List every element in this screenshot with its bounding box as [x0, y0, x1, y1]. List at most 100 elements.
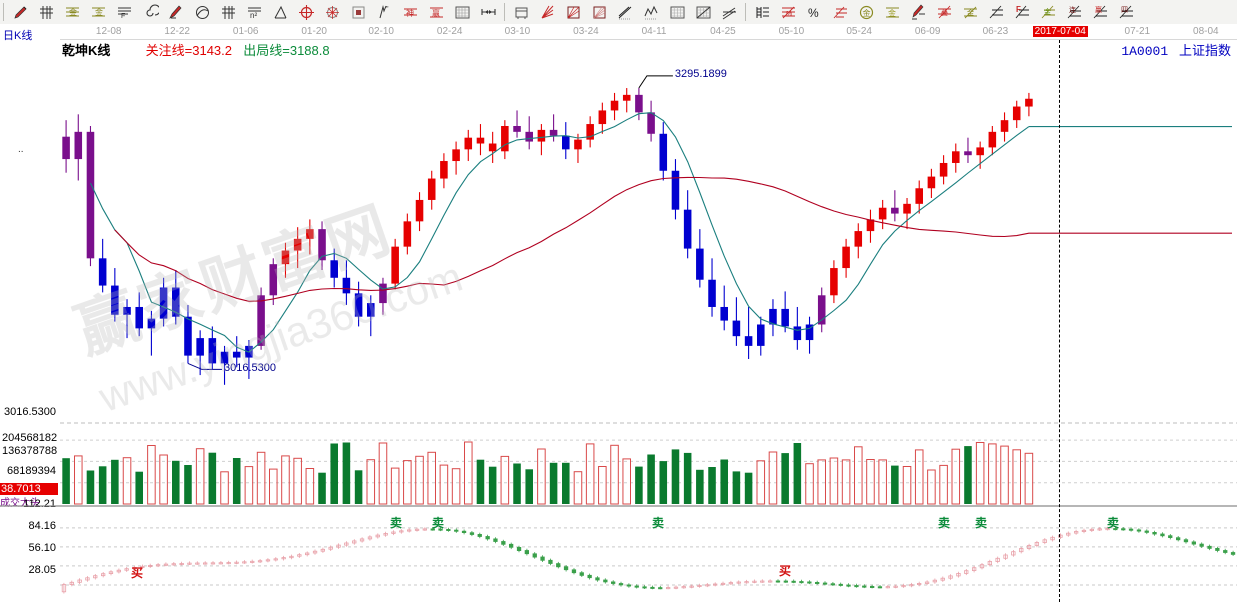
buy-signal-label: 买 [779, 564, 792, 578]
svg-text:四: 四 [1121, 6, 1128, 14]
svg-text:F: F [121, 13, 125, 20]
gold-line-icon[interactable]: 金 [879, 1, 905, 23]
svg-text:叠: 叠 [941, 9, 948, 17]
date-tick: 12-08 [95, 26, 122, 37]
percent-line-red-icon[interactable]: % [775, 1, 801, 23]
date-tick: 07-21 [1124, 26, 1151, 37]
ladder-indicator-icon[interactable] [749, 1, 775, 23]
shen-tool-icon[interactable]: 神 [397, 1, 423, 23]
cursor-crosshair[interactable] [1058, 40, 1060, 602]
fibonacci-tool-icon[interactable]: F [111, 1, 137, 23]
toolbar-divider [504, 3, 505, 21]
pen-tool-icon[interactable] [7, 1, 33, 23]
trend-lines-icon[interactable] [612, 1, 638, 23]
grid-table-2-icon[interactable] [690, 1, 716, 23]
fan-lines-red-icon[interactable] [534, 1, 560, 23]
zigzag-line-icon[interactable] [638, 1, 664, 23]
exit-line-label: 出局线=3188.8 [243, 43, 330, 58]
svg-text:金: 金 [967, 8, 974, 17]
frame-view-icon[interactable] [508, 1, 534, 23]
overlay-red-icon[interactable]: 叠 [931, 1, 957, 23]
indicator-name: 乾坤K线 [62, 43, 111, 58]
date-tick: 02-24 [436, 26, 463, 37]
low-price-axis-value: 3016.5300 [4, 406, 56, 418]
marker-tool-icon[interactable] [163, 1, 189, 23]
crosshair-tool-icon[interactable] [293, 1, 319, 23]
gold-slope-icon[interactable]: 金 [1035, 1, 1061, 23]
date-tick: 05-10 [778, 26, 805, 37]
low-price-annotation: 3016.5300 [223, 362, 276, 375]
volume-panel-title: 成交大头 [0, 498, 40, 509]
buy-signal-label: 买 [131, 566, 144, 580]
f-line-icon[interactable]: F [1009, 1, 1035, 23]
date-tick: 03-10 [504, 26, 531, 37]
gold-circle-icon[interactable]: 金 [853, 1, 879, 23]
grid-tool-icon[interactable] [449, 1, 475, 23]
date-tick: 04-11 [641, 26, 667, 37]
svg-text:神: 神 [406, 8, 414, 18]
sell-signal-label: 卖 [1107, 516, 1120, 530]
svg-text:%: % [808, 6, 819, 20]
security-code: 1A0001 [1121, 44, 1169, 59]
golden-section-2-icon[interactable]: 金 [85, 1, 111, 23]
square-tool-icon[interactable]: n² [241, 1, 267, 23]
date-tick: 2017-07-04 [1032, 26, 1088, 37]
box-tool-icon[interactable] [345, 1, 371, 23]
gann-gold-icon[interactable]: 金 [957, 1, 983, 23]
ying-tool-icon[interactable]: 赢 [423, 1, 449, 23]
golden-section-1-icon[interactable]: 金 [59, 1, 85, 23]
ratio-line-icon[interactable] [827, 1, 853, 23]
price-candlestick-plot [60, 75, 1237, 424]
toolbar-group-view [508, 1, 742, 23]
grid-table-1-icon[interactable] [664, 1, 690, 23]
toolbar-divider [3, 3, 4, 21]
volume-highlight-value: 38.7013 [0, 483, 58, 495]
measure-tool-icon[interactable] [475, 1, 501, 23]
circle-tool-icon[interactable] [189, 1, 215, 23]
indicator-axis-value-4: 28.05 [28, 564, 56, 576]
star-tool-icon[interactable] [319, 1, 345, 23]
axis-rule [60, 39, 1237, 40]
date-tick: 01-20 [301, 26, 327, 37]
sell-signal-label: 卖 [938, 516, 951, 530]
chart-canvas[interactable]: 日K线 12-08 12-22 01-06 01-20 02-10 02-24 03-10 0… [0, 24, 1237, 602]
sell-signal-label: 卖 [390, 516, 403, 530]
fan-box-shade-icon[interactable] [586, 1, 612, 23]
indicator-axis-value-1: 112.21 [23, 498, 56, 510]
fan-box-red-icon[interactable] [560, 1, 586, 23]
date-tick: 06-09 [914, 26, 941, 37]
svg-text:金: 金 [95, 7, 103, 17]
paint-tool-icon[interactable] [905, 1, 931, 23]
security-name: 上证指数 [1178, 43, 1231, 58]
percent-grid-icon[interactable] [215, 1, 241, 23]
volume-axis-value-1: 204568182 [2, 432, 58, 444]
svg-text:赢: 赢 [432, 8, 440, 18]
gann-fan-icon[interactable] [33, 1, 59, 23]
slope-line-icon[interactable] [983, 1, 1009, 23]
si-line-icon[interactable]: 四 [1113, 1, 1139, 23]
svg-text:": " [386, 6, 389, 13]
volume-axis-value-3: 68189394 [7, 465, 56, 477]
sell-signal-label: 卖 [975, 516, 988, 530]
toolbar-group-indicator: %% 金 金 叠 金 F 金 连 赢 四 [749, 1, 1139, 23]
lian-line-icon[interactable]: 连 [1061, 1, 1087, 23]
indicator-axis-value-3: 56.10 [28, 542, 56, 554]
high-price-annotation: 3295.1899 [674, 67, 727, 80]
parallel-lines-icon[interactable] [716, 1, 742, 23]
date-tick: 01-06 [232, 26, 259, 37]
date-tick: 03-24 [573, 26, 599, 37]
date-tick: 12-22 [164, 26, 190, 37]
spiral-tool-icon[interactable] [137, 1, 163, 23]
svg-text:连: 连 [1069, 5, 1076, 14]
date-tick: 05-24 [846, 26, 872, 37]
price-axis-marker: .. [18, 144, 24, 155]
wave-tool-icon[interactable]: " [371, 1, 397, 23]
ying-slope-icon[interactable]: 赢 [1087, 1, 1113, 23]
percent-button-icon[interactable]: % [801, 1, 827, 23]
sell-signal-label: 卖 [432, 516, 445, 530]
angle-tool-icon[interactable] [267, 1, 293, 23]
attention-line-label: 关注线=3143.2 [145, 43, 232, 58]
